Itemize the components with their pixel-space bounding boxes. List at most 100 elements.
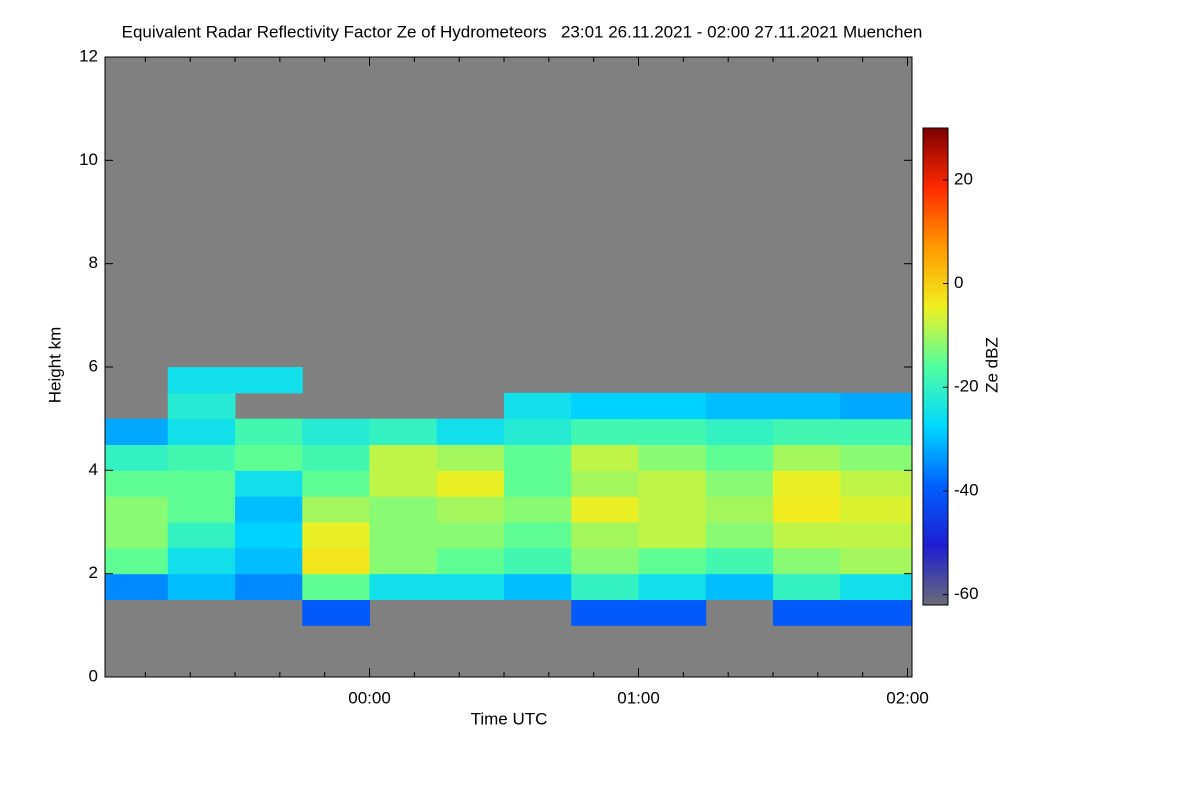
- y-tick-label: 10: [79, 150, 98, 169]
- heatmap-cell: [369, 573, 438, 600]
- heatmap-cell: [302, 470, 371, 497]
- y-tick-label: 2: [89, 563, 98, 582]
- heatmap-cell: [504, 573, 572, 600]
- heatmap-cell: [369, 522, 438, 549]
- x-tick-label: 02:00: [886, 688, 929, 707]
- heatmap-cell: [504, 470, 572, 497]
- heatmap-cell: [840, 547, 913, 575]
- heatmap-cell: [571, 418, 640, 445]
- heatmap-cell: [235, 367, 303, 394]
- heatmap-cell: [105, 496, 169, 523]
- heatmap-cell: [167, 444, 236, 471]
- heatmap-cell: [504, 547, 572, 575]
- heatmap-cell: [235, 444, 303, 471]
- chart-title: Equivalent Radar Reflectivity Factor Ze …: [122, 22, 923, 41]
- heatmap-cell: [571, 444, 640, 471]
- heatmap-cell: [840, 573, 913, 600]
- heatmap-cell: [773, 444, 841, 471]
- heatmap-cell: [235, 496, 303, 523]
- y-axis-label: Height km: [45, 327, 64, 404]
- heatmap-cell: [302, 444, 371, 471]
- heatmap-cell: [638, 444, 707, 471]
- heatmap-cell: [840, 496, 913, 523]
- heatmap-cell: [369, 418, 438, 445]
- heatmap-cell: [167, 496, 236, 523]
- heatmap-cell: [167, 470, 236, 497]
- heatmap-cell: [504, 496, 572, 523]
- heatmap-cell: [302, 573, 371, 600]
- heatmap-cell: [167, 573, 236, 600]
- heatmap-cell: [571, 470, 640, 497]
- x-tick-label: 00:00: [348, 688, 391, 707]
- heatmap-cell: [571, 599, 640, 626]
- heatmap-cell: [504, 522, 572, 549]
- heatmap-cell: [638, 496, 707, 523]
- heatmap-cell: [302, 547, 371, 575]
- heatmap-cell: [167, 367, 236, 394]
- heatmap-cell: [705, 522, 774, 549]
- heatmap-cell: [638, 470, 707, 497]
- heatmap-cell: [369, 547, 438, 575]
- heatmap-cell: [105, 547, 169, 575]
- heatmap-cell: [705, 470, 774, 497]
- heatmap-cell: [105, 444, 169, 471]
- heatmap-cell: [302, 599, 371, 626]
- heatmap-cell: [638, 573, 707, 600]
- colorbar-tick-label: 20: [954, 169, 973, 188]
- y-tick-label: 0: [89, 666, 98, 685]
- heatmap-cell: [705, 418, 774, 445]
- heatmap-cell: [638, 599, 707, 626]
- heatmap-cell: [773, 470, 841, 497]
- heatmap-cell: [436, 496, 505, 523]
- heatmap-cell: [105, 573, 169, 600]
- colorbar-label: Ze dBZ: [982, 337, 1001, 393]
- heatmap-cell: [840, 599, 913, 626]
- colorbar-tick-label: -60: [954, 584, 979, 603]
- heatmap-cell: [773, 496, 841, 523]
- heatmap-cell: [105, 418, 169, 445]
- x-tick-label: 01:00: [617, 688, 660, 707]
- heatmap-cell: [705, 444, 774, 471]
- heatmap-cell: [840, 418, 913, 445]
- heatmap-cell: [369, 496, 438, 523]
- heatmap-cell: [302, 418, 371, 445]
- y-tick-label: 8: [89, 253, 98, 272]
- heatmap-cell: [436, 573, 505, 600]
- heatmap-cell: [436, 522, 505, 549]
- heatmap-cell: [436, 444, 505, 471]
- x-axis-label: Time UTC: [471, 709, 548, 728]
- heatmap-cell: [705, 547, 774, 575]
- heatmap-cell: [773, 392, 841, 420]
- colorbar-tick-label: 0: [954, 273, 963, 292]
- heatmap-cell: [235, 573, 303, 600]
- heatmap-cell: [302, 522, 371, 549]
- heatmap-cell: [436, 418, 505, 445]
- heatmap-cell: [235, 547, 303, 575]
- heatmap-cell: [638, 522, 707, 549]
- heatmap-cell: [571, 573, 640, 600]
- heatmap-cell: [302, 496, 371, 523]
- heatmap-cell: [369, 444, 438, 471]
- heatmap-cell: [840, 470, 913, 497]
- heatmap-cell: [167, 522, 236, 549]
- heatmap-cell: [638, 418, 707, 445]
- heatmap-cell: [840, 522, 913, 549]
- heatmap-cell: [638, 547, 707, 575]
- y-tick-label: 12: [79, 46, 98, 65]
- heatmap-cell: [840, 444, 913, 471]
- heatmap-cell: [773, 599, 841, 626]
- heatmap-cell: [167, 418, 236, 445]
- colorbar-tick-label: -20: [954, 377, 979, 396]
- heatmap-cell: [235, 418, 303, 445]
- heatmap-cell: [436, 470, 505, 497]
- heatmap-cell: [638, 392, 707, 420]
- heatmap-cell: [571, 547, 640, 575]
- heatmap-cell: [773, 547, 841, 575]
- heatmap-cell: [773, 418, 841, 445]
- y-tick-label: 4: [89, 460, 98, 479]
- heatmap-cell: [571, 392, 640, 420]
- heatmap-cell: [369, 470, 438, 497]
- heatmap-cell: [167, 392, 236, 420]
- heatmap-cell: [504, 392, 572, 420]
